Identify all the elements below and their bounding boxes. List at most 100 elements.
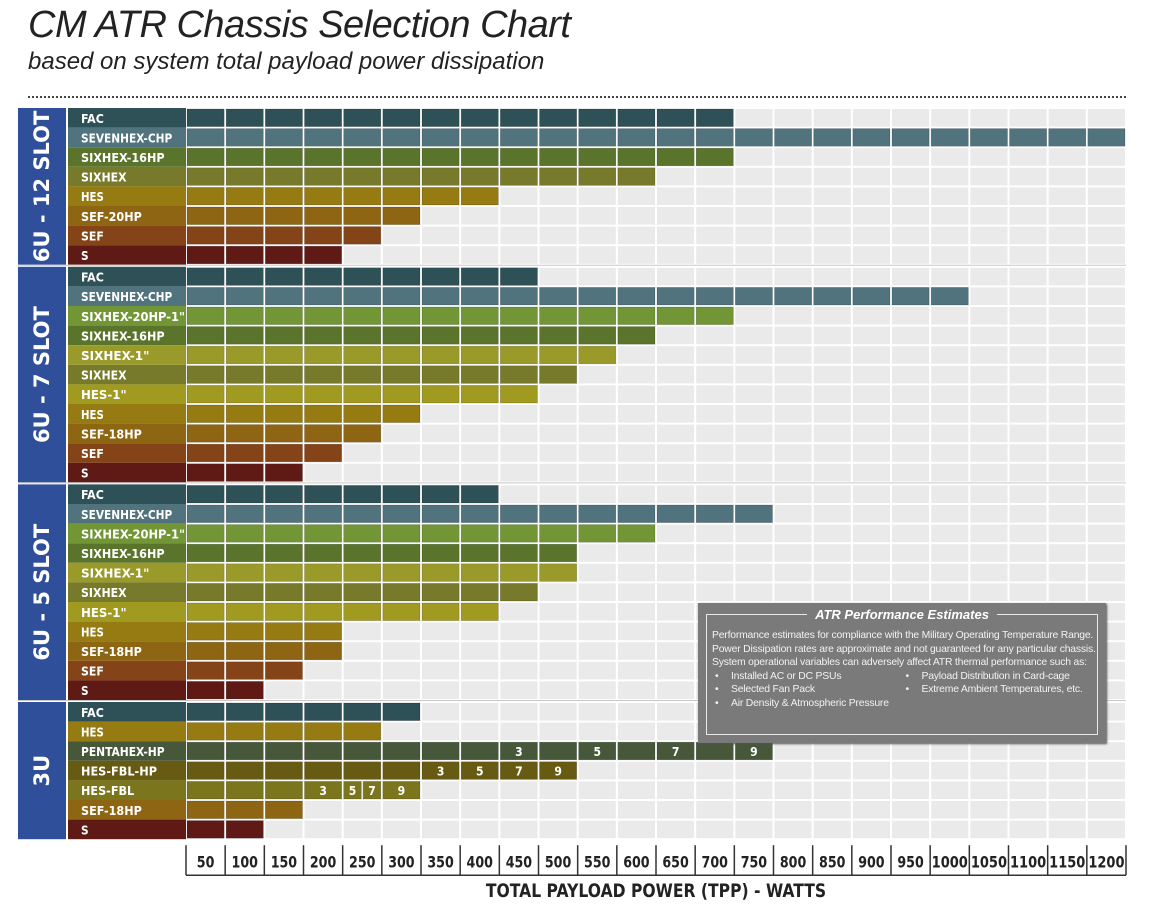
grid-cell — [774, 485, 812, 503]
bar-segment — [382, 167, 421, 186]
bullet-column-right: Payload Distribution in Card-cage Extrem… — [903, 670, 1094, 711]
bar-segment — [225, 326, 264, 345]
bar-segment — [617, 741, 656, 761]
grid-cell — [970, 485, 1008, 503]
row-label: SEF — [81, 447, 104, 461]
row-label-cell — [68, 186, 186, 206]
grid-cell — [461, 820, 499, 839]
bar-segment — [225, 820, 264, 839]
grid-cell — [1009, 444, 1047, 462]
bar-segment — [382, 761, 421, 780]
grid-cell — [578, 385, 616, 403]
grid-cell — [343, 444, 381, 462]
row-label-cell — [68, 462, 186, 483]
grid-cell — [774, 781, 812, 799]
bar-segment — [265, 345, 303, 365]
row-label-cell — [68, 443, 186, 463]
bar-segment — [539, 128, 577, 147]
bar-segment — [382, 345, 421, 365]
grid-cell — [1087, 365, 1125, 384]
grid-cell — [735, 424, 773, 443]
grid-cell — [1087, 405, 1125, 423]
grid-cell — [970, 207, 1008, 225]
bar-segment — [186, 641, 225, 661]
grid-cell — [735, 820, 773, 839]
row-label: SEF-18HP — [81, 645, 142, 659]
row-label: SEF — [81, 665, 104, 679]
grid-cell — [774, 801, 812, 819]
grid-cell — [1009, 148, 1047, 166]
x-tick-label: 100 — [232, 853, 258, 872]
bar-segment — [382, 563, 421, 582]
grid-cell — [422, 424, 460, 443]
grid-cell — [696, 583, 734, 601]
grid-cell — [578, 187, 616, 205]
row-label: SEF-20HP — [81, 210, 142, 224]
grid-cell — [892, 405, 930, 423]
grid-cell — [696, 226, 734, 245]
grid-cell — [500, 722, 538, 741]
bar-annotation: 7 — [368, 784, 376, 798]
bar-segment — [343, 702, 382, 721]
grid-cell — [735, 307, 773, 325]
grid-cell — [892, 148, 930, 166]
bar-segment — [656, 128, 695, 147]
row-label: HES-1" — [81, 388, 127, 402]
bar-segment — [930, 287, 969, 306]
bar-segment — [382, 128, 421, 147]
grid-cell — [578, 463, 616, 482]
grid-cell — [774, 820, 812, 839]
grid-cell — [617, 267, 655, 286]
bar-segment — [225, 602, 264, 621]
grid-cell — [382, 226, 420, 245]
grid-cell — [1009, 226, 1047, 245]
grid-cell — [1009, 207, 1047, 225]
row-label: HES-1" — [81, 606, 127, 620]
bar-segment — [186, 326, 225, 345]
x-tick-label: 1200 — [1088, 853, 1124, 872]
grid-cell — [578, 703, 616, 721]
bar-segment — [421, 365, 460, 384]
grid-cell — [852, 801, 890, 819]
bar-segment — [265, 543, 303, 563]
grid-cell — [657, 544, 695, 562]
grid-cell — [931, 485, 969, 503]
grid-cell — [1087, 544, 1125, 562]
row-label: FAC — [81, 112, 104, 126]
row-label-cell — [68, 543, 186, 563]
grid-cell — [813, 365, 851, 384]
bar-segment — [343, 485, 382, 504]
grid-cell — [852, 365, 890, 384]
grid-cell — [461, 681, 499, 699]
grid-cell — [1048, 326, 1086, 345]
x-tick-label: 400 — [467, 853, 493, 872]
grid-cell — [813, 385, 851, 403]
grid-cell — [892, 109, 930, 127]
bar-segment — [304, 641, 342, 661]
grid-cell — [970, 326, 1008, 345]
grid-cell — [892, 505, 930, 523]
bar-segment — [421, 485, 460, 504]
bar-segment — [460, 485, 499, 504]
grid-cell — [422, 405, 460, 423]
bar-segment — [343, 226, 382, 245]
row-label-cell — [68, 147, 186, 167]
grid-cell — [892, 485, 930, 503]
grid-cell — [617, 226, 655, 245]
chart-title: CM ATR Chassis Selection Chart — [28, 4, 571, 46]
bar-segment — [343, 543, 382, 563]
row-label-cell — [68, 306, 186, 326]
bar-segment — [460, 365, 499, 384]
bar-segment — [382, 287, 421, 306]
bar-segment — [186, 661, 225, 680]
bar-segment — [265, 245, 303, 265]
bar-segment — [343, 345, 382, 365]
bar-segment — [304, 226, 342, 245]
grid-cell — [852, 524, 890, 543]
bar-segment — [382, 365, 421, 384]
grid-cell — [657, 681, 695, 699]
grid-cell — [461, 801, 499, 819]
section-label: 6U - 7 SLOT — [30, 305, 54, 443]
bar-segment — [421, 306, 460, 325]
grid-cell — [578, 661, 616, 680]
